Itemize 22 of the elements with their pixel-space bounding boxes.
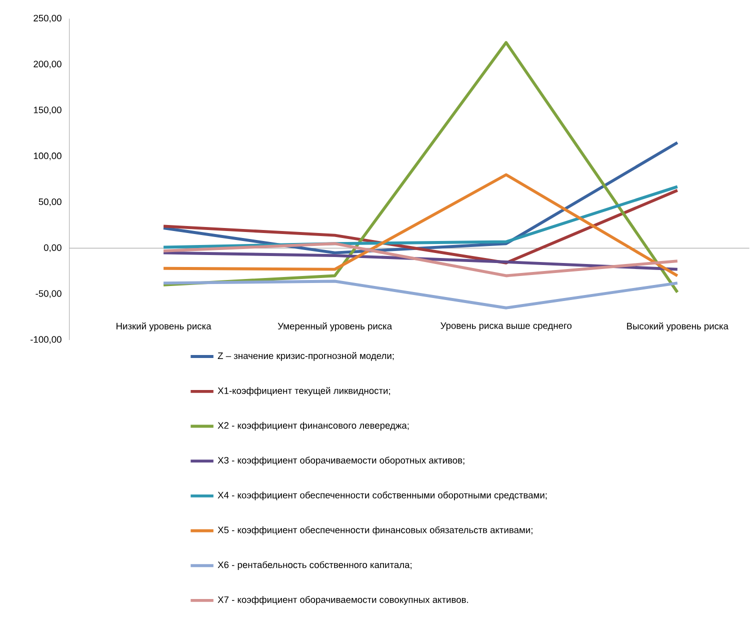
y-tick-label: -50,00: [36, 290, 62, 298]
y-tick-label: 150,00: [34, 106, 62, 114]
legend-label: X7 - коэффициент оборачиваемости совокупных активов.: [218, 596, 468, 605]
y-tick-label: 100,00: [34, 152, 62, 160]
line-series: [162, 173, 679, 278]
y-tick-label: 250,00: [34, 14, 62, 23]
y-tick-label: 50,00: [38, 198, 62, 206]
x-tick-label: Уровень риска выше среднего: [440, 322, 572, 331]
x-tick-label: Умеренный уровень риска: [278, 322, 392, 332]
legend-label: X4 - коэффициент обеспеченности собственными оборотными средствами;: [218, 492, 547, 500]
y-tick-label: 200,00: [34, 60, 62, 69]
line-series: [162, 242, 679, 278]
legend-label: X6 - рентабельность собственного капитала;: [218, 561, 412, 570]
legend-label: X5 - коэффициент обеспеченности финансовых обязательств активами;: [218, 526, 532, 536]
legend-label: Z – значение кризис-прогнозной модели;: [218, 352, 394, 362]
y-tick-label: -100,00: [30, 336, 62, 344]
legend-label: X1-коэффициент текущей ликвидности;: [218, 387, 390, 396]
y-tick-label: 0,00: [44, 244, 62, 252]
x-tick-label: Низкий уровень риска: [116, 322, 212, 332]
x-tick-label: Высокий уровень риска: [627, 322, 728, 332]
legend-label: X2 - коэффициент финансового левереджа;: [218, 422, 409, 431]
legend-label: X3 - коэффициент оборачиваемости оборотных активов;: [218, 456, 464, 466]
